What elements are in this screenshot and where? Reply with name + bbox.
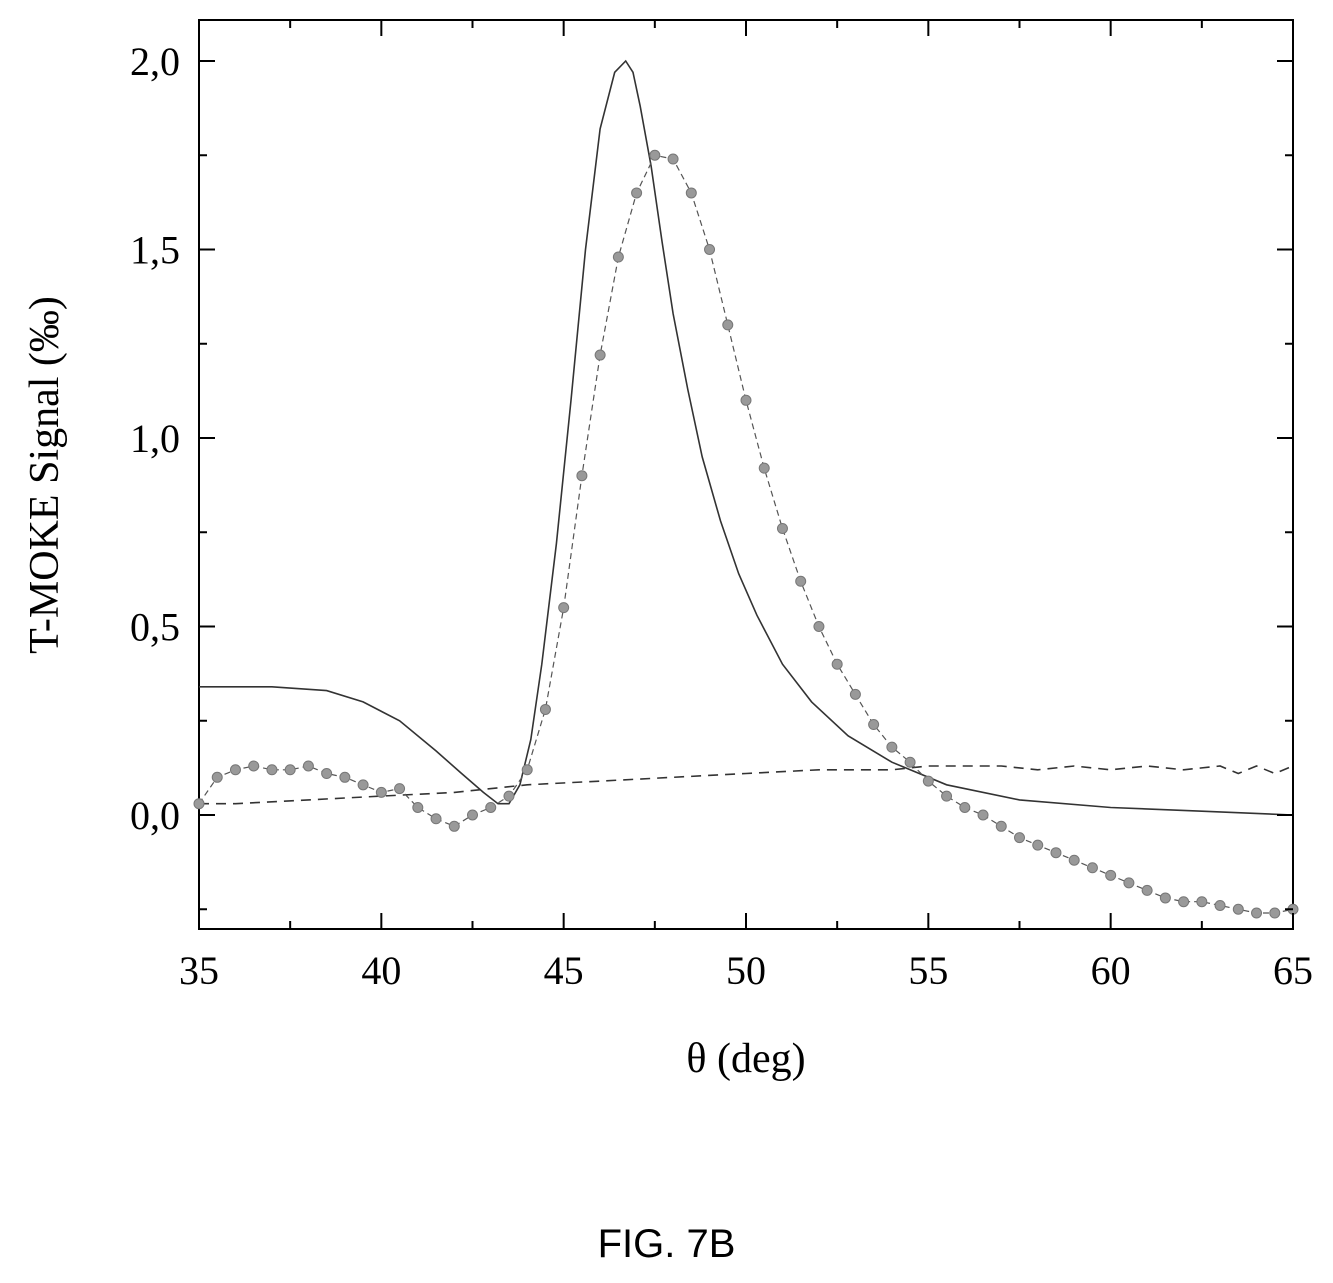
- data-point: [539, 703, 551, 715]
- data-point: [375, 786, 387, 798]
- data-point: [211, 771, 223, 783]
- series-layer: [193, 59, 1299, 919]
- data-point: [594, 349, 606, 361]
- data-point: [284, 764, 296, 776]
- data-point: [321, 768, 333, 780]
- data-point: [1050, 847, 1062, 859]
- data-point: [740, 394, 752, 406]
- solid-series-line: [199, 59, 1294, 816]
- y-tick-label: 1,5: [130, 228, 180, 273]
- data-point: [229, 764, 241, 776]
- data-point: [1141, 884, 1153, 896]
- data-point: [448, 820, 460, 832]
- x-tick-label: 65: [1273, 948, 1313, 993]
- data-point: [1086, 862, 1098, 874]
- x-tick-label: 60: [1091, 948, 1131, 993]
- data-point: [266, 764, 278, 776]
- data-point: [302, 760, 314, 772]
- data-point: [941, 790, 953, 802]
- plot-frame: [198, 19, 1294, 930]
- data-point: [248, 760, 260, 772]
- data-point: [394, 783, 406, 795]
- data-point: [558, 602, 570, 614]
- data-point: [1232, 903, 1244, 915]
- data-point: [1269, 907, 1281, 919]
- data-point: [1068, 854, 1080, 866]
- x-tick-label: 45: [544, 948, 584, 993]
- ticks-layer: 35 40 45 50 55 60 65 0,0 0,5 1,0 1,5 2,0: [130, 20, 1313, 993]
- data-point: [1251, 907, 1263, 919]
- data-point: [849, 688, 861, 700]
- data-point: [1032, 839, 1044, 851]
- data-point: [1105, 869, 1117, 881]
- data-point: [868, 719, 880, 731]
- data-point: [831, 658, 843, 670]
- data-point: [1178, 896, 1190, 908]
- data-point: [922, 775, 934, 787]
- data-point: [576, 470, 588, 482]
- data-point: [1196, 896, 1208, 908]
- marker-series-connector: [198, 154, 1294, 914]
- data-point: [521, 764, 533, 776]
- x-tick-label: 35: [179, 948, 219, 993]
- data-point: [485, 801, 497, 813]
- data-point: [959, 801, 971, 813]
- data-point: [886, 741, 898, 753]
- y-axis-label: T-MOKE Signal (‰): [22, 296, 68, 654]
- data-point: [467, 809, 478, 821]
- y-tick-label: 0,0: [130, 793, 180, 838]
- y-tick-label: 0,5: [130, 605, 180, 650]
- data-point: [813, 621, 825, 632]
- data-point: [612, 251, 624, 263]
- figure-caption: FIG. 7B: [597, 1222, 736, 1266]
- data-point: [667, 153, 679, 165]
- data-point: [339, 771, 351, 783]
- dashed-series-line: [199, 765, 1294, 805]
- data-point: [649, 149, 661, 161]
- data-point: [776, 522, 788, 534]
- data-point: [631, 187, 643, 199]
- data-point: [430, 813, 442, 825]
- data-point: [977, 809, 989, 821]
- x-tick-label: 50: [726, 948, 766, 993]
- data-point: [357, 779, 369, 791]
- data-point: [704, 244, 716, 255]
- data-point: [1014, 832, 1025, 844]
- x-axis-label: θ (deg): [686, 1036, 805, 1082]
- data-point: [1123, 877, 1135, 889]
- data-point: [685, 187, 697, 199]
- data-point: [904, 756, 916, 768]
- data-point: [503, 790, 515, 802]
- plot-area: 35 40 45 50 55 60 65 0,0 0,5 1,0 1,5 2,0: [130, 19, 1313, 993]
- data-point: [412, 801, 424, 813]
- y-tick-label: 2,0: [130, 39, 180, 84]
- data-point: [795, 575, 807, 587]
- x-tick-label: 55: [908, 948, 948, 993]
- data-point: [193, 798, 205, 810]
- data-point: [1214, 899, 1226, 911]
- x-tick-label: 40: [361, 948, 401, 993]
- data-point: [1159, 892, 1171, 904]
- data-point: [758, 462, 770, 474]
- data-point: [722, 319, 734, 331]
- data-point: [995, 820, 1007, 832]
- y-tick-label: 1,0: [130, 416, 180, 461]
